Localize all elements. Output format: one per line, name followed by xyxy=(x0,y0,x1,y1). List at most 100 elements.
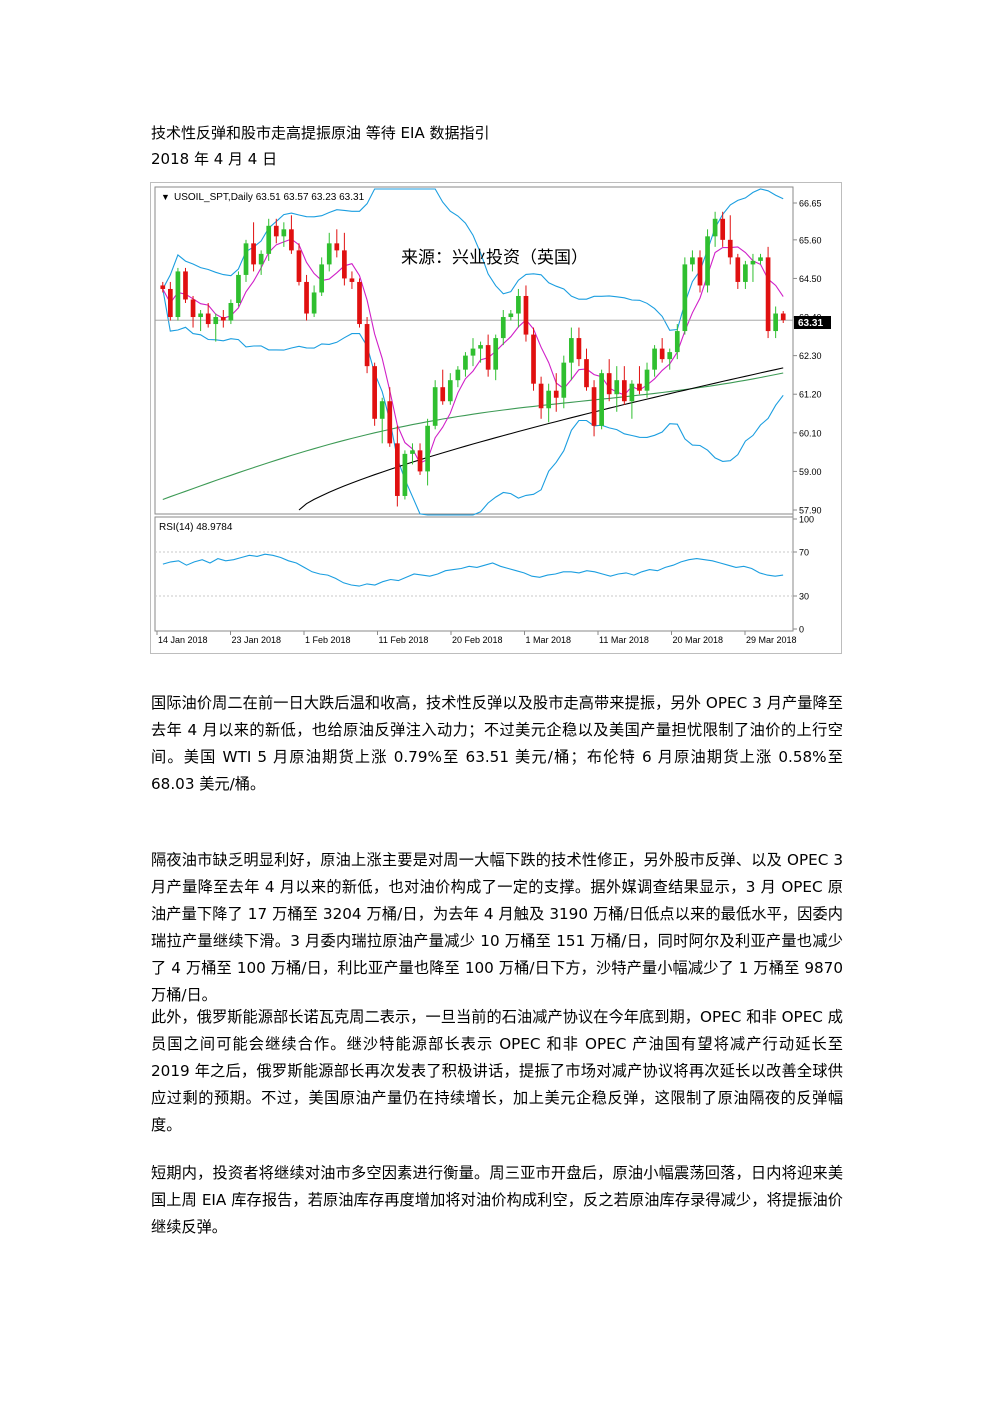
rsi-tick-label: 70 xyxy=(799,548,809,558)
candle-bull xyxy=(546,390,552,409)
ma-mid-line xyxy=(162,372,784,501)
date-tick-label: 20 Mar 2018 xyxy=(673,635,724,645)
price-tick-label: 57.90 xyxy=(799,506,822,516)
article-title: 技术性反弹和股市走高提振原油 等待 EIA 数据指引 xyxy=(151,124,490,142)
price-chart: 66.6565.6064.5063.4062.3061.2060.1059.00… xyxy=(150,182,842,654)
candle-bull xyxy=(455,369,461,381)
candle-bull xyxy=(758,257,763,261)
candle-bear xyxy=(576,338,582,360)
bollinger-lower-line xyxy=(162,288,784,516)
candle-bull xyxy=(432,387,438,426)
candle-bull xyxy=(667,352,673,360)
paragraph-4: 短期内，投资者将继续对油市多空因素进行衡量。周三亚市开盘后，原油小幅震荡回落，日… xyxy=(151,1164,843,1236)
date-tick-label: 1 Feb 2018 xyxy=(305,635,351,645)
candle-bull xyxy=(712,218,718,237)
candle-bull xyxy=(379,401,385,419)
candle-bull xyxy=(652,348,657,370)
candle-bear xyxy=(304,281,309,314)
candles-layer xyxy=(160,211,786,507)
candle-bear xyxy=(584,359,589,388)
rsi-layer: 100 70 30 0 xyxy=(155,515,814,635)
candle-bull xyxy=(311,292,317,314)
candle-bull xyxy=(258,253,264,265)
candle-bull xyxy=(175,271,181,318)
candle-bear xyxy=(727,239,733,258)
candle-bear xyxy=(296,250,302,282)
paragraph-1: 国际油价周二在前一日大跌后温和收高，技术性反弹以及股市走高带来提振，另外 OPE… xyxy=(151,694,843,793)
candle-bull xyxy=(750,260,756,265)
article-date: 2018 年 4 月 4 日 xyxy=(151,150,278,168)
price-tick-label: 60.10 xyxy=(799,428,822,438)
candle-bear xyxy=(523,295,529,335)
ma-fast-line xyxy=(162,238,784,464)
candle-bull xyxy=(569,338,574,363)
candle-bull xyxy=(516,295,521,314)
date-tick-label: 11 Mar 2018 xyxy=(599,635,649,645)
last-price-marker xyxy=(794,316,831,329)
candle-bear xyxy=(485,345,491,370)
candle-bear xyxy=(553,390,559,398)
candle-bull xyxy=(228,302,234,321)
candle-bull xyxy=(266,225,272,254)
candle-bear xyxy=(168,288,173,318)
chart-canvas: 66.6565.6064.5063.4062.3061.2060.1059.00… xyxy=(154,186,831,645)
candle-bull xyxy=(470,348,476,356)
candle-bull xyxy=(213,317,219,325)
candle-bear xyxy=(538,383,544,409)
paragraph-3: 此外，俄罗斯能源部长诺瓦克周二表示，一旦当前的石油减产协议在今年底到期，OPEC… xyxy=(151,1008,843,1134)
rsi-tick-label: 30 xyxy=(799,592,809,602)
candle-bear xyxy=(440,387,446,402)
candle-bear xyxy=(251,243,256,265)
rsi-tick-label: 100 xyxy=(799,515,814,525)
candle-bull xyxy=(410,450,415,454)
candle-bull xyxy=(281,229,287,237)
candle-bear xyxy=(637,383,642,391)
price-tick-label: 61.20 xyxy=(799,390,822,400)
candle-bull xyxy=(198,313,203,318)
candle-bull xyxy=(705,236,710,286)
price-tick-label: 59.00 xyxy=(799,467,822,477)
date-tick-label: 20 Feb 2018 xyxy=(452,635,503,645)
candle-bear xyxy=(205,313,211,325)
date-tick-label: 23 Jan 2018 xyxy=(232,635,282,645)
candle-bear xyxy=(289,229,294,251)
date-axis-labels: 14 Jan 2018 23 Jan 2018 1 Feb 2018 11 Feb 2… xyxy=(156,631,797,645)
date-tick-label: 14 Jan 2018 xyxy=(158,635,208,645)
price-tick-label: 65.60 xyxy=(799,235,822,245)
date-tick-label: 29 Mar 2018 xyxy=(746,635,797,645)
candle-bear xyxy=(720,218,726,240)
candle-bear xyxy=(531,334,536,384)
candle-bear xyxy=(183,271,188,300)
candle-bear xyxy=(334,243,340,251)
date-tick-label: 11 Feb 2018 xyxy=(379,635,429,645)
candle-bear xyxy=(342,250,347,279)
candle-bear xyxy=(621,380,627,402)
candle-bear xyxy=(659,348,665,360)
candle-bear xyxy=(735,257,741,282)
price-tick-label: 62.30 xyxy=(799,351,822,361)
candle-bull xyxy=(478,345,483,349)
candle-bull xyxy=(629,383,635,402)
symbol-arrow-icon: ▼ xyxy=(161,192,170,202)
candle-bull xyxy=(243,243,249,275)
candle-bull xyxy=(447,380,453,402)
price-axis-labels: 66.6565.6064.5063.4062.3061.2060.1059.00… xyxy=(793,199,822,516)
candle-bear xyxy=(364,324,370,367)
candle-bull xyxy=(236,274,241,303)
ma-slow-line xyxy=(298,367,784,511)
candle-bull xyxy=(326,243,332,265)
candle-bull xyxy=(425,425,430,472)
candle-bear xyxy=(349,278,355,282)
candle-bear xyxy=(780,313,786,321)
rsi-label: RSI(14) 48.9784 xyxy=(159,522,233,533)
candle-bear xyxy=(357,281,362,325)
candle-bear xyxy=(160,285,166,289)
paragraph-2: 隔夜油市缺乏明显利好，原油上涨主要是对周一大幅下跌的技术性修正，另外股市反弹、以… xyxy=(151,851,843,1004)
candle-bull xyxy=(463,355,468,370)
candle-bear xyxy=(394,443,400,496)
candle-bull xyxy=(319,264,325,293)
candle-bull xyxy=(682,264,688,332)
candle-bull xyxy=(690,257,695,265)
rsi-line xyxy=(162,553,784,587)
price-tick-label: 64.50 xyxy=(799,274,822,284)
